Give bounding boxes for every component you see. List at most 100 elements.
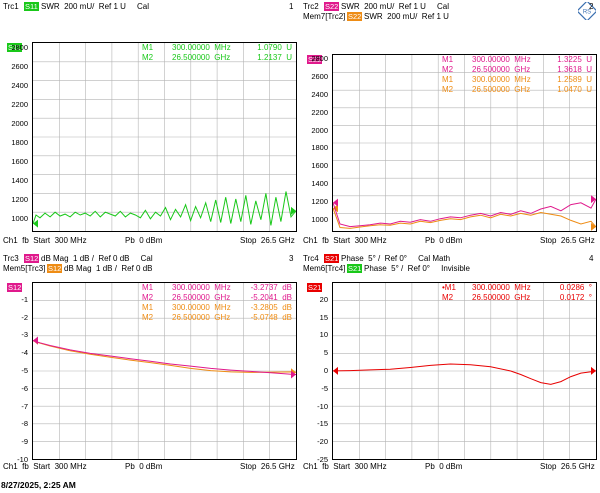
marker-m2-triangle[interactable] (291, 206, 296, 215)
plot-area[interactable] (32, 282, 297, 460)
y-tick-label: 2600 (11, 62, 28, 71)
marker-value: 1.0470 U (557, 85, 592, 94)
trace-plot (333, 283, 596, 459)
panel-number: 2 (589, 2, 594, 11)
trace-name[interactable]: Trc4 (303, 254, 319, 263)
trace-settings[interactable]: dB Mag 1 dB / Ref 0 dB (64, 264, 153, 273)
marker-value: 1.3618 U (557, 65, 592, 74)
trace-panel-2[interactable]: Trc2 S22 SWR 200 mU/ Ref 1 U Cal Mem7[Trc2]… (300, 0, 600, 252)
channel-start: Ch1 fb Start 300 MHz (303, 462, 387, 471)
active-trace-tag[interactable]: S12 (7, 283, 23, 292)
y-tick-label: -5 (321, 384, 328, 393)
y-tick-label: -15 (317, 419, 328, 428)
marker-value: -3.2737 dB (250, 283, 292, 292)
y-tick-label: -7 (21, 402, 28, 411)
y-tick-label: 5 (323, 348, 328, 357)
marker-frequency: 300.00000 MHz (172, 43, 231, 52)
marker-value: -5.0748 dB (250, 313, 292, 322)
marker-m1-triangle[interactable] (333, 204, 338, 213)
trace-name[interactable]: Trc1 (3, 2, 19, 11)
y-tick-label: 2000 (311, 126, 328, 135)
trace-line-s11 (33, 191, 296, 226)
timestamp: 8/27/2025, 2:25 AM (1, 480, 76, 490)
y-tick-label: 2800 (11, 43, 28, 52)
marker-m2-triangle[interactable] (291, 370, 296, 379)
stop-frequency: Stop 26.5 GHz (240, 236, 295, 245)
trace-plot (333, 55, 596, 231)
marker-id: M1 (442, 55, 454, 64)
y-tick-label: -10 (17, 455, 28, 464)
marker-m1-triangle[interactable] (333, 198, 338, 207)
sparam-badge[interactable]: S22 (347, 12, 363, 21)
marker-id: M1 (142, 283, 154, 292)
trace-settings[interactable]: dB Mag 1 dB / Ref 0 dB Cal (41, 254, 153, 263)
sparam-badge[interactable]: S12 (24, 254, 40, 263)
marker-m1-triangle[interactable] (33, 219, 38, 228)
y-tick-label: 1600 (311, 161, 328, 170)
y-tick-label: 1200 (11, 195, 28, 204)
y-tick-label: 1600 (11, 157, 28, 166)
y-tick-label: 1800 (11, 138, 28, 147)
trace-name[interactable]: Trc2 (303, 2, 319, 11)
marker-value: 1.2137 U (257, 53, 292, 62)
stop-frequency: Stop 26.5 GHz (540, 236, 595, 245)
y-tick-label: -9 (21, 437, 28, 446)
trace-name[interactable]: Mem7[Trc2] (303, 12, 346, 21)
y-tick-label: 2400 (11, 81, 28, 90)
trace-panel-3[interactable]: Trc3 S12 dB Mag 1 dB / Ref 0 dB Cal Mem5[Tr… (0, 252, 300, 478)
plot-area[interactable] (32, 42, 297, 232)
marker-frequency: 26.500000 GHz (172, 313, 231, 322)
y-tick-label: -6 (21, 384, 28, 393)
y-tick-label: -4 (21, 348, 28, 357)
marker-value: -5.2041 dB (250, 293, 292, 302)
marker-m2-triangle[interactable] (591, 195, 596, 204)
marker-m2-triangle[interactable] (591, 366, 596, 375)
marker-value: 0.0286 ° (559, 283, 592, 292)
channel-start: Ch1 fb Start 300 MHz (3, 236, 87, 245)
marker-frequency: 300.00000 MHz (172, 283, 231, 292)
trace-settings[interactable]: SWR 200 mU/ Ref 1 U Cal (41, 2, 150, 11)
active-trace-tag[interactable]: S11 (7, 43, 22, 52)
plot-area[interactable] (332, 282, 597, 460)
marker-frequency: 300.00000 MHz (472, 75, 531, 84)
marker-frequency: 300.00000 MHz (472, 55, 531, 64)
trace-settings[interactable]: Phase 5° / Ref 0° Cal Math (341, 254, 451, 263)
y-tick-label: -20 (317, 437, 328, 446)
y-tick-label: 1400 (311, 179, 328, 188)
marker-m2-triangle[interactable] (591, 222, 596, 231)
marker-value: 1.3225 U (557, 55, 592, 64)
channel-start: Ch1 fb Start 300 MHz (3, 462, 87, 471)
trace-settings[interactable]: SWR 200 mU/ Ref 1 U (364, 12, 449, 21)
trace-panel-1[interactable]: Trc1 S11 SWR 200 mU/ Ref 1 U Cal 1 S11 2800 26… (0, 0, 300, 252)
marker-m1-triangle[interactable] (333, 366, 338, 375)
power-setting: Pb 0 dBm (425, 236, 463, 245)
trace-line-s22 (333, 198, 596, 228)
marker-m1-triangle[interactable] (33, 336, 38, 345)
y-tick-label: 2200 (11, 100, 28, 109)
marker-frequency: 26.500000 GHz (472, 293, 531, 302)
trace-name[interactable]: Mem6[Trc4] (303, 264, 346, 273)
active-trace-tag[interactable]: S22 (307, 55, 323, 64)
power-setting: Pb 0 dBm (125, 236, 163, 245)
trace-settings[interactable]: Phase 5° / Ref 0° Invisible (364, 264, 471, 273)
trace-settings[interactable]: SWR 200 mU/ Ref 1 U Cal (341, 2, 450, 11)
sparam-badge[interactable]: S21 (347, 264, 363, 273)
panel-number: 4 (589, 254, 594, 263)
y-tick-label: -8 (21, 419, 28, 428)
marker-id: M2 (442, 65, 454, 74)
plot-area[interactable] (332, 54, 597, 232)
trace-name[interactable]: Mem5[Trc3] (3, 264, 46, 273)
sparam-badge[interactable]: S12 (47, 264, 63, 273)
sparam-badge[interactable]: S21 (324, 254, 340, 263)
sparam-badge[interactable]: S22 (324, 2, 340, 11)
marker-value: 0.0172 ° (559, 293, 592, 302)
y-tick-label: 2600 (311, 72, 328, 81)
trace-panel-4[interactable]: Trc4 S21 Phase 5° / Ref 0° Cal Math Mem6[Tr… (300, 252, 600, 478)
y-tick-label: 15 (319, 313, 328, 322)
sparam-badge[interactable]: S11 (24, 2, 39, 11)
marker-frequency: 26.500000 GHz (172, 53, 231, 62)
trace-name[interactable]: Trc3 (3, 254, 19, 263)
trace-plot (33, 43, 296, 231)
trace-line-s12 (33, 340, 296, 375)
active-trace-tag[interactable]: S21 (307, 283, 323, 292)
